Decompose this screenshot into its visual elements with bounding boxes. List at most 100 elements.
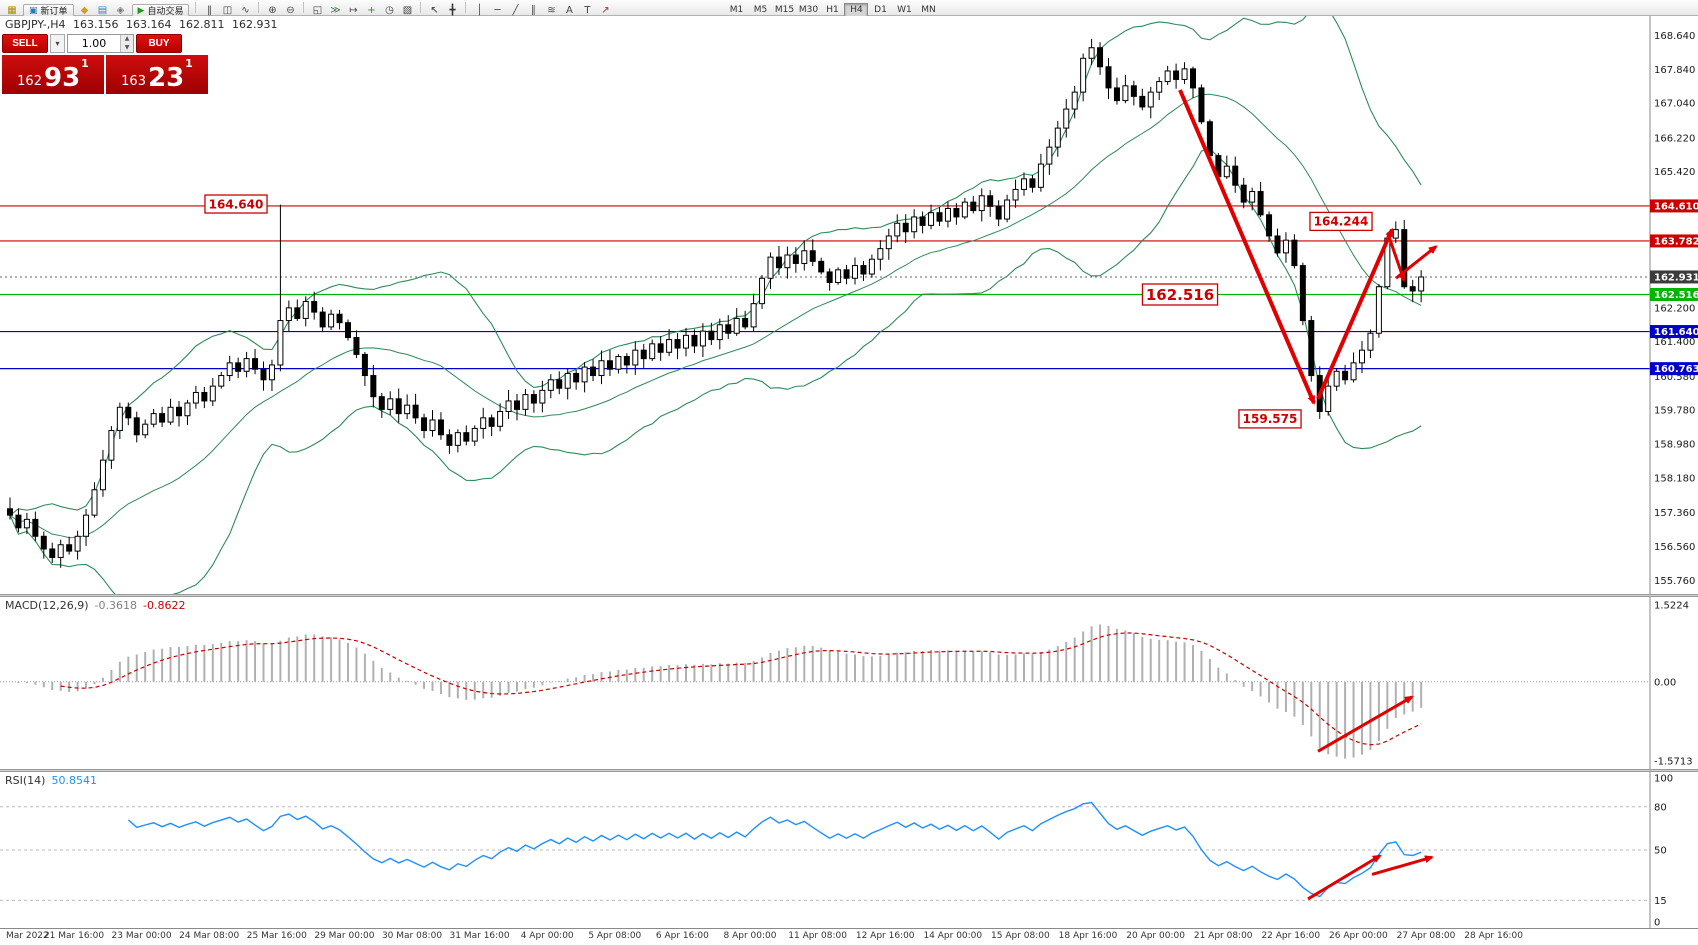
price-tag: 164.610: [1650, 199, 1698, 213]
timeframe-h1[interactable]: H1: [826, 5, 839, 15]
rsi-chart-surface[interactable]: 100 80 50 15 0: [0, 772, 1698, 928]
macd-chart-surface[interactable]: 1.5224 0.00 -1.5713: [0, 597, 1698, 769]
volume-up-button[interactable]: ▲: [121, 35, 133, 44]
svg-text:166.220: 166.220: [1654, 133, 1695, 144]
new-order-button[interactable]: ▣ 新订单: [23, 3, 74, 18]
sell-button[interactable]: SELL: [2, 34, 48, 53]
time-label: 23 Mar 00:00: [111, 931, 172, 941]
macd-signal-line: [60, 632, 1422, 746]
price-axis: [1650, 16, 1698, 594]
arrow-tools-icon[interactable]: ↗: [601, 4, 610, 16]
autotrading-button-label: 自动交易: [147, 7, 184, 17]
periods-icon[interactable]: ◷: [385, 4, 394, 16]
toolbar-separator: [465, 1, 467, 13]
toolbar-icons: ▦ ▣ 新订单 ◆ ▤ ◈ ▶ 自动交易 ‖ ◫ ∿ ⊕ ⊖ ◱ ≫ ↦ + ◷ ▧ ↖ ╋ │ ─ ╱ ∥ ≋ A T ↗: [3, 0, 724, 18]
svg-text:164.610: 164.610: [1654, 201, 1698, 212]
trendline-icon[interactable]: ╱: [512, 4, 519, 16]
time-label: 18 Apr 16:00: [1058, 931, 1118, 941]
label-icon[interactable]: T: [584, 4, 591, 16]
data-window-icon[interactable]: ▤: [97, 4, 108, 16]
trend-arrow: [1317, 695, 1414, 753]
macd-legend: MACD(12,26,9) -0.3618 -0.8622: [5, 599, 186, 612]
auto-scroll-icon[interactable]: ≫: [330, 4, 341, 16]
ohlc-high: 163.164: [126, 18, 172, 31]
channel-icon[interactable]: ∥: [530, 4, 536, 16]
timeframe-d1[interactable]: D1: [874, 5, 887, 15]
svg-text:159.575: 159.575: [1243, 412, 1298, 426]
bid-price[interactable]: 162 93 1: [2, 55, 104, 94]
fibonacci-icon[interactable]: ≋: [547, 4, 556, 16]
templates-icon[interactable]: ▧: [402, 4, 413, 16]
buy-button[interactable]: BUY: [136, 34, 182, 53]
timeframe-m30[interactable]: M30: [798, 5, 819, 15]
svg-text:15: 15: [1654, 896, 1667, 907]
time-label: 11 Apr 08:00: [788, 931, 847, 941]
new-order-icon: ▣: [29, 5, 38, 16]
toolbar-separator: [420, 1, 422, 13]
cursor-icon[interactable]: ↖: [430, 4, 439, 16]
svg-text:168.640: 168.640: [1654, 31, 1695, 42]
main-chart-surface[interactable]: 164.640 164.244 162.516 159.575 168.640 167.8…: [0, 16, 1698, 594]
crosshair-icon[interactable]: ╋: [449, 4, 456, 16]
svg-text:160.763: 160.763: [1654, 364, 1698, 375]
rsi-axis: [1650, 772, 1698, 928]
svg-text:-1.5713: -1.5713: [1654, 757, 1693, 768]
svg-text:158.980: 158.980: [1654, 440, 1695, 451]
volume-input[interactable]: [68, 35, 120, 52]
price-tag: 162.931: [1650, 270, 1698, 284]
svg-text:161.400: 161.400: [1654, 337, 1695, 348]
svg-text:155.760: 155.760: [1654, 576, 1695, 587]
time-label: 5 Apr 08:00: [588, 931, 642, 941]
time-label: 12 Apr 16:00: [855, 931, 915, 941]
time-label: 4 Apr 00:00: [520, 931, 574, 941]
svg-text:159.780: 159.780: [1654, 406, 1695, 417]
timeframe-bar: M1 M5 M15 M30 H1 H4 D1 W1 MN: [724, 0, 940, 18]
svg-text:162.200: 162.200: [1654, 303, 1695, 314]
candles: [7, 38, 1425, 568]
svg-text:1.5224: 1.5224: [1654, 601, 1689, 612]
ask-price[interactable]: 163 23 1: [106, 55, 208, 94]
timeframe-w1[interactable]: W1: [897, 5, 912, 15]
macd-main-value: -0.3618: [94, 599, 138, 612]
svg-text:50: 50: [1654, 846, 1667, 857]
timeframe-m1[interactable]: M1: [729, 5, 744, 15]
panel-divider[interactable]: [0, 594, 1698, 597]
svg-text:0.00: 0.00: [1654, 677, 1676, 688]
svg-text:162.516: 162.516: [1654, 290, 1698, 301]
price-annotation: 162.516: [1141, 283, 1219, 306]
zoom-out-icon[interactable]: ⊖: [286, 4, 295, 16]
text-icon[interactable]: A: [566, 4, 573, 16]
chart-shift-icon[interactable]: ↦: [349, 4, 358, 16]
bollinger-lower: [9, 148, 1422, 594]
new-chart-icon[interactable]: ▦: [7, 4, 17, 16]
trend-arrow: [1316, 227, 1394, 400]
timeframe-m15[interactable]: M15: [774, 5, 795, 15]
candlestick-chart-icon[interactable]: ◫: [222, 4, 233, 16]
main-chart-panel: 164.640 164.244 162.516 159.575 168.640 167.8…: [0, 16, 1698, 594]
time-label: 14 Apr 00:00: [923, 931, 983, 941]
time-axis[interactable]: Mar 2022 21 Mar 16:00 23 Mar 00:00 24 Mar 0…: [0, 928, 1698, 945]
svg-text:161.640: 161.640: [1654, 327, 1698, 338]
line-chart-icon[interactable]: ∿: [241, 4, 250, 16]
price-annotation: 164.244: [1309, 211, 1373, 232]
vertical-line-icon[interactable]: │: [476, 4, 483, 16]
time-label: 8 Apr 00:00: [723, 931, 777, 941]
tile-windows-icon[interactable]: ◱: [312, 4, 323, 16]
ohlc-close: 162.931: [232, 18, 278, 31]
svg-text:160.580: 160.580: [1654, 372, 1695, 383]
order-type-dropdown[interactable]: ▾: [50, 34, 65, 53]
zoom-in-icon[interactable]: ⊕: [268, 4, 277, 16]
navigator-icon[interactable]: ◈: [116, 4, 125, 16]
indicators-icon[interactable]: +: [367, 4, 376, 16]
timeframe-m5[interactable]: M5: [753, 5, 768, 15]
bar-chart-icon[interactable]: ‖: [206, 4, 212, 16]
market-watch-icon[interactable]: ◆: [80, 4, 89, 16]
volume-down-button[interactable]: ▼: [121, 43, 133, 52]
timeframe-mn[interactable]: MN: [921, 5, 936, 15]
svg-text:164.244: 164.244: [1314, 215, 1369, 229]
svg-text:156.560: 156.560: [1654, 542, 1695, 553]
horizontal-line-icon[interactable]: ─: [494, 4, 501, 16]
autotrading-icon: ▶: [137, 5, 145, 16]
panel-divider[interactable]: [0, 769, 1698, 772]
